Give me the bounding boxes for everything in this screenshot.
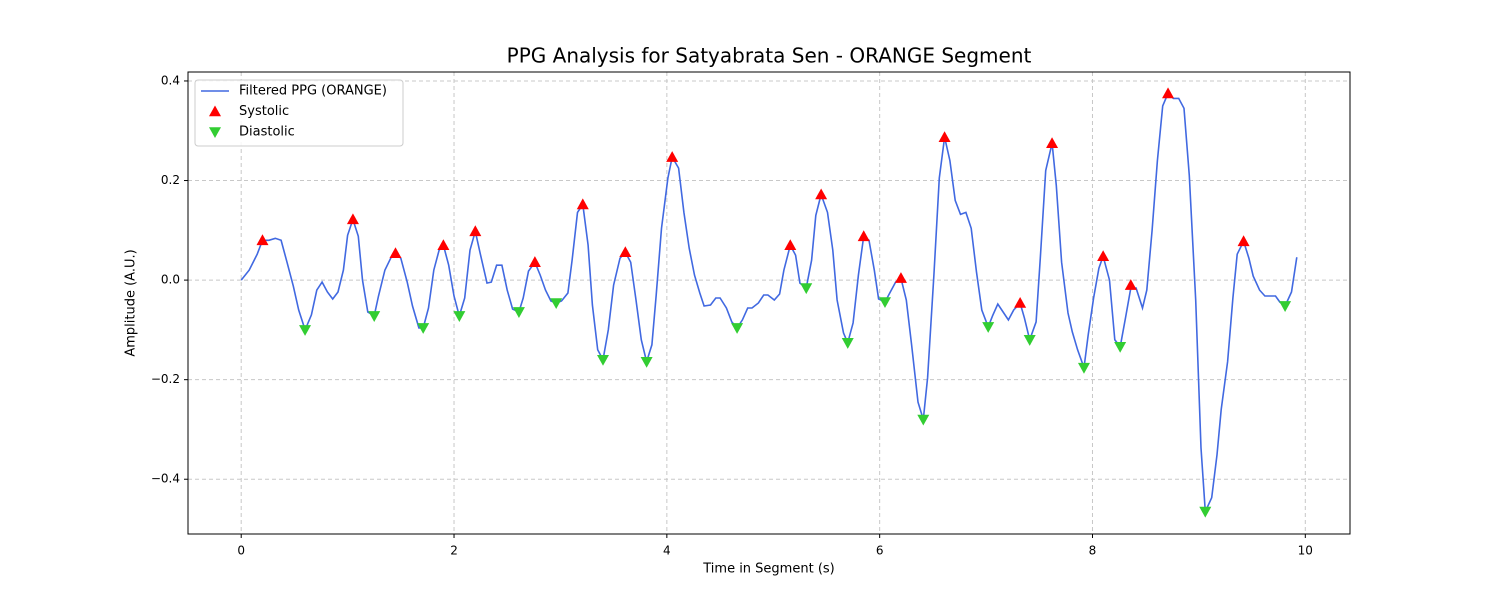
peak-marker [1279,301,1292,312]
y-axis-label: Amplitude (A.U.) [124,249,139,356]
peak-marker [894,272,907,283]
y-tick-label: −0.2 [151,372,180,386]
peak-marker [841,338,854,349]
peak-marker [857,230,870,242]
peak-marker [453,311,466,322]
peak-marker [1023,335,1036,346]
peak-marker [389,247,402,259]
x-tick-label: 10 [1298,544,1313,558]
peak-marker [878,297,891,309]
legend-label: Systolic [239,104,289,119]
legend-swatch [209,127,221,138]
peak-marker [1097,250,1110,262]
peak-marker [1237,235,1250,247]
peak-marker [731,323,744,334]
peak-marker [469,225,482,237]
peak-marker [417,323,430,334]
legend: Filtered PPG (ORANGE) Systolic Diastolic [194,79,404,147]
peak-marker [1077,362,1090,374]
y-tick-label: 0.0 [161,273,180,287]
peak-marker [368,311,381,322]
legend-label: Diastolic [239,125,295,140]
peak-marker [299,325,312,336]
peak-marker [528,256,541,267]
peak-marker [938,131,951,143]
x-axis-label: Time in Segment (s) [702,562,834,577]
peak-marker [1014,297,1027,308]
y-tick-label: 0.4 [161,73,180,87]
peak-marker [1199,506,1212,518]
x-tick-label: 8 [1089,544,1097,558]
y-tick-label: −0.4 [151,472,180,486]
peak-marker [1046,137,1059,148]
peak-marker [982,322,995,333]
peak-marker [800,283,813,295]
peak-marker [1124,279,1137,290]
peak-marker [815,188,828,200]
peak-marker [576,198,589,210]
legend-label: Filtered PPG (ORANGE) [239,84,387,99]
peak-marker [784,239,797,251]
peak-marker [437,239,450,251]
peak-marker [512,307,525,318]
peak-marker [640,356,653,368]
x-tick-label: 6 [876,544,884,558]
peak-marker [597,354,609,366]
peak-marker [1114,342,1127,353]
x-tick-label: 4 [663,544,671,558]
peak-marker [666,151,679,162]
plot-frame [187,71,1351,535]
x-tick-label: 0 [237,544,245,558]
peak-marker [550,298,563,309]
peak-marker [917,414,930,426]
y-tick-label: 0.2 [161,173,180,187]
legend-swatch [209,105,221,117]
legend-box [194,79,404,147]
peak-marker [346,213,359,225]
ppg-line [240,92,1298,512]
peak-marker [1162,87,1175,99]
chart-title: PPG Analysis for Satyabrata Sen - ORANGE… [507,44,1032,68]
peak-marker [619,246,632,258]
x-tick-label: 2 [450,544,458,558]
peak-marker [256,234,269,246]
